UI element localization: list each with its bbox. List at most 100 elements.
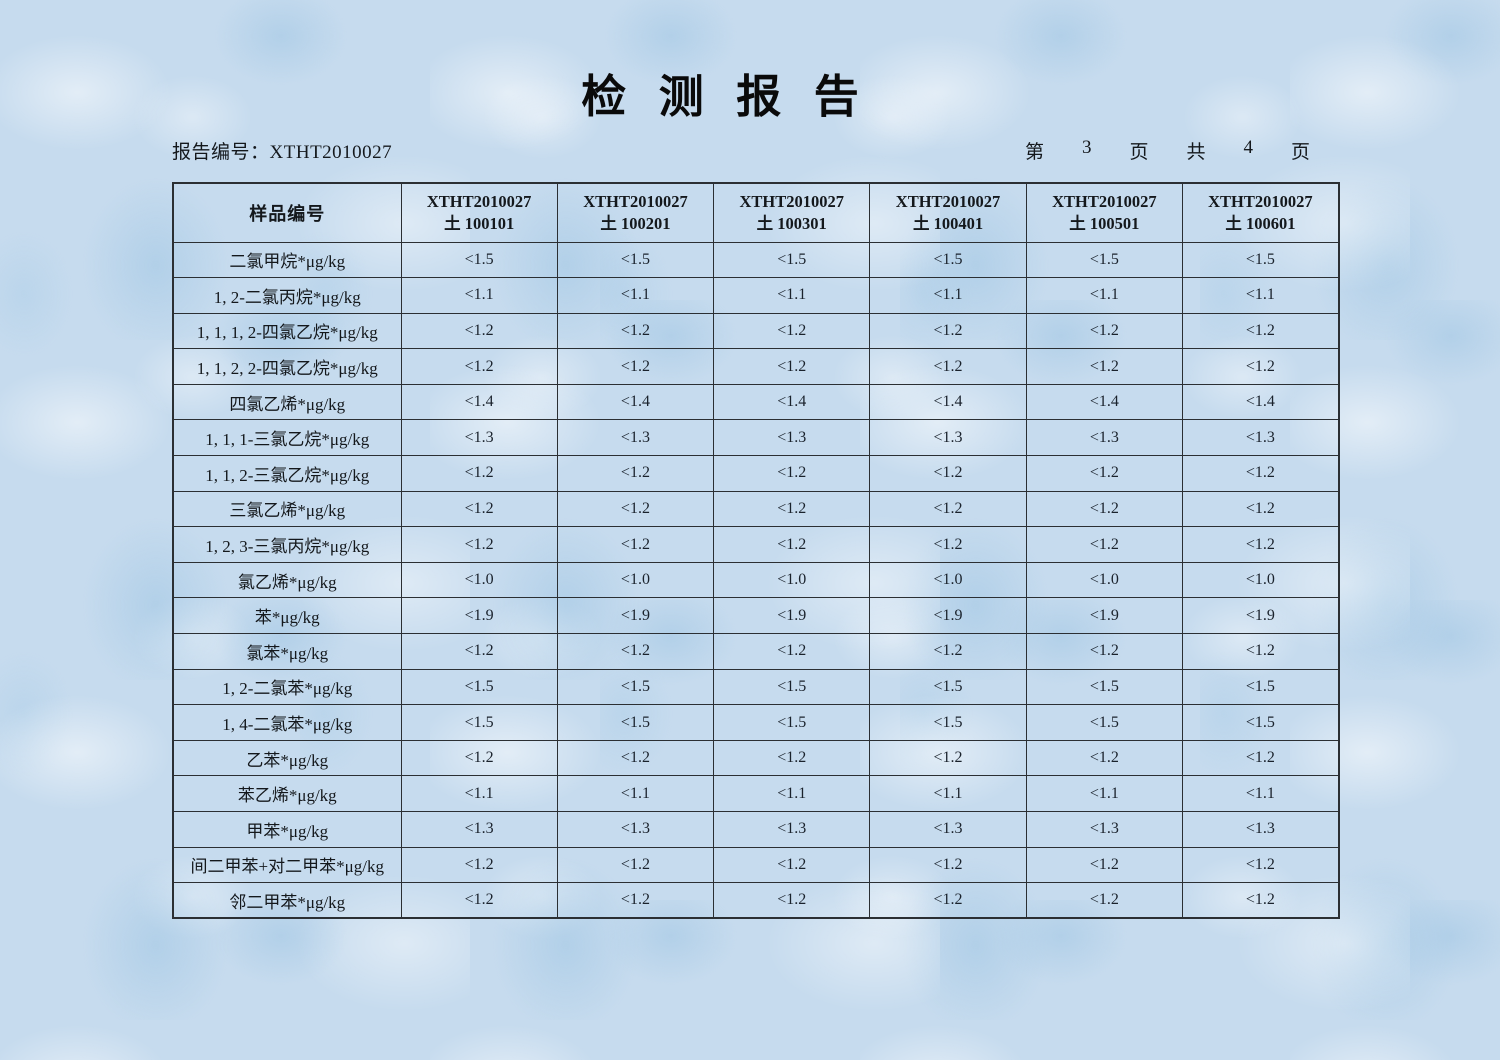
result-value: <1.2 (713, 526, 871, 563)
result-value: <1.2 (713, 490, 871, 528)
analyte-label: 1, 1, 1, 2-四氯乙烷*μg/kg (172, 312, 402, 350)
result-value: <1.3 (556, 811, 715, 848)
table-header-row: 样品编号 XTHT2010027 土 100101 XTHT2010027 土 100… (172, 182, 1340, 243)
result-value: <1.1 (869, 775, 1027, 812)
result-value: <1.2 (400, 526, 558, 563)
result-value: <1.0 (1181, 561, 1340, 599)
result-value: <1.2 (556, 455, 715, 492)
result-value: <1.9 (1025, 597, 1183, 635)
report-number-value: XTHT2010027 (269, 142, 393, 163)
analyte-label: 1, 2, 3-三氯丙烷*μg/kg (172, 526, 402, 563)
result-value: <1.5 (869, 241, 1027, 279)
result-value: <1.5 (400, 241, 558, 279)
result-value: <1.2 (869, 455, 1027, 492)
result-value: <1.5 (400, 704, 558, 741)
result-value: <1.2 (713, 312, 871, 350)
result-value: <1.2 (1025, 455, 1183, 492)
result-value: <1.1 (1025, 775, 1183, 812)
table-row: 1, 2-二氯苯*μg/kg <1.5 <1.5 <1.5 <1.5 <1.5 <1.5 (172, 668, 1340, 706)
result-value: <1.1 (556, 775, 715, 812)
result-value: <1.3 (869, 811, 1027, 848)
result-value: <1.3 (1181, 419, 1340, 457)
results-table: 样品编号 XTHT2010027 土 100101 XTHT2010027 土 100… (172, 182, 1340, 920)
result-value: <1.0 (556, 561, 715, 599)
table-row: 四氯乙烯*μg/kg <1.4 <1.4 <1.4 <1.4 <1.4 <1.4 (172, 383, 1340, 421)
sample-column-header-line2: 土 100301 (756, 213, 827, 233)
result-value: <1.2 (1025, 882, 1183, 919)
result-value: <1.2 (400, 739, 558, 777)
page-word-di: 第 (1024, 142, 1044, 163)
analyte-label: 1, 2-二氯苯*μg/kg (172, 668, 402, 706)
meta-row: 报告编号：XTHT2010027 第 3 页 共 4 页 (172, 137, 1310, 164)
result-value: <1.5 (1025, 241, 1183, 279)
report-number: 报告编号：XTHT2010027 (172, 137, 392, 164)
result-value: <1.5 (556, 241, 715, 279)
result-value: <1.3 (556, 419, 715, 457)
result-value: <1.2 (1181, 348, 1340, 385)
result-value: <1.2 (400, 348, 558, 385)
result-value: <1.2 (1025, 633, 1183, 670)
result-value: <1.2 (556, 348, 715, 385)
result-value: <1.2 (556, 846, 715, 884)
table-row: 1, 4-二氯苯*μg/kg <1.5 <1.5 <1.5 <1.5 <1.5 <1.5 (172, 704, 1340, 741)
result-value: <1.5 (713, 241, 871, 279)
table-row: 1, 2, 3-三氯丙烷*μg/kg <1.2 <1.2 <1.2 <1.2 <1.2 <1… (172, 526, 1340, 563)
sample-column-header-line1: XTHT2010027 (739, 191, 844, 211)
sample-column-header-line2: 土 100501 (1069, 213, 1140, 233)
page-indicator: 第 3 页 共 4 页 (1025, 137, 1310, 164)
analyte-label: 乙苯*μg/kg (172, 739, 402, 777)
result-value: <1.4 (713, 383, 871, 421)
result-value: <1.2 (400, 846, 558, 884)
result-value: <1.2 (556, 526, 715, 563)
sample-column-header-line1: XTHT2010027 (583, 191, 688, 211)
sample-column-header: XTHT2010027 土 100301 (713, 182, 871, 243)
result-value: <1.2 (869, 846, 1027, 884)
sample-column-header: XTHT2010027 土 100601 (1181, 182, 1340, 243)
page-word-ye: 页 (1129, 142, 1149, 163)
result-value: <1.1 (1025, 277, 1183, 314)
result-value: <1.2 (713, 348, 871, 385)
analyte-label: 苯乙烯*μg/kg (172, 775, 402, 812)
table-row: 苯乙烯*μg/kg <1.1 <1.1 <1.1 <1.1 <1.1 <1.1 (172, 775, 1340, 812)
sample-column-header: XTHT2010027 土 100101 (400, 182, 558, 243)
analyte-label: 二氯甲烷*μg/kg (172, 241, 402, 279)
result-value: <1.2 (1025, 312, 1183, 350)
result-value: <1.1 (713, 277, 871, 314)
result-value: <1.2 (713, 846, 871, 884)
sample-column-header: XTHT2010027 土 100401 (869, 182, 1027, 243)
sample-id-header: 样品编号 (172, 182, 402, 243)
result-value: <1.2 (869, 882, 1027, 919)
result-value: <1.5 (400, 668, 558, 706)
result-value: <1.1 (1181, 277, 1340, 314)
result-value: <1.2 (556, 633, 715, 670)
result-value: <1.2 (1181, 312, 1340, 350)
result-value: <1.2 (556, 739, 715, 777)
analyte-label: 1, 2-二氯丙烷*μg/kg (172, 277, 402, 314)
table-row: 间二甲苯+对二甲苯*μg/kg <1.2 <1.2 <1.2 <1.2 <1.2 <1.2 (172, 846, 1340, 884)
result-value: <1.2 (869, 739, 1027, 777)
result-value: <1.1 (400, 775, 558, 812)
result-value: <1.5 (1025, 704, 1183, 741)
result-value: <1.0 (400, 561, 558, 599)
result-value: <1.5 (869, 704, 1027, 741)
result-value: <1.3 (869, 419, 1027, 457)
table-row: 二氯甲烷*μg/kg <1.5 <1.5 <1.5 <1.5 <1.5 <1.5 (172, 241, 1340, 279)
result-value: <1.0 (869, 561, 1027, 599)
table-row: 苯*μg/kg <1.9 <1.9 <1.9 <1.9 <1.9 <1.9 (172, 597, 1340, 635)
result-value: <1.2 (869, 312, 1027, 350)
result-value: <1.5 (1181, 668, 1340, 706)
result-value: <1.2 (869, 633, 1027, 670)
result-value: <1.2 (556, 312, 715, 350)
result-value: <1.2 (1181, 846, 1340, 884)
result-value: <1.2 (713, 882, 871, 919)
analyte-label: 氯乙烯*μg/kg (172, 561, 402, 599)
result-value: <1.3 (713, 811, 871, 848)
result-value: <1.1 (869, 277, 1027, 314)
result-value: <1.2 (869, 526, 1027, 563)
result-value: <1.2 (713, 633, 871, 670)
sample-column-header-line2: 土 100201 (600, 213, 671, 233)
result-value: <1.4 (869, 383, 1027, 421)
result-value: <1.9 (400, 597, 558, 635)
table-row: 甲苯*μg/kg <1.3 <1.3 <1.3 <1.3 <1.3 <1.3 (172, 811, 1340, 848)
